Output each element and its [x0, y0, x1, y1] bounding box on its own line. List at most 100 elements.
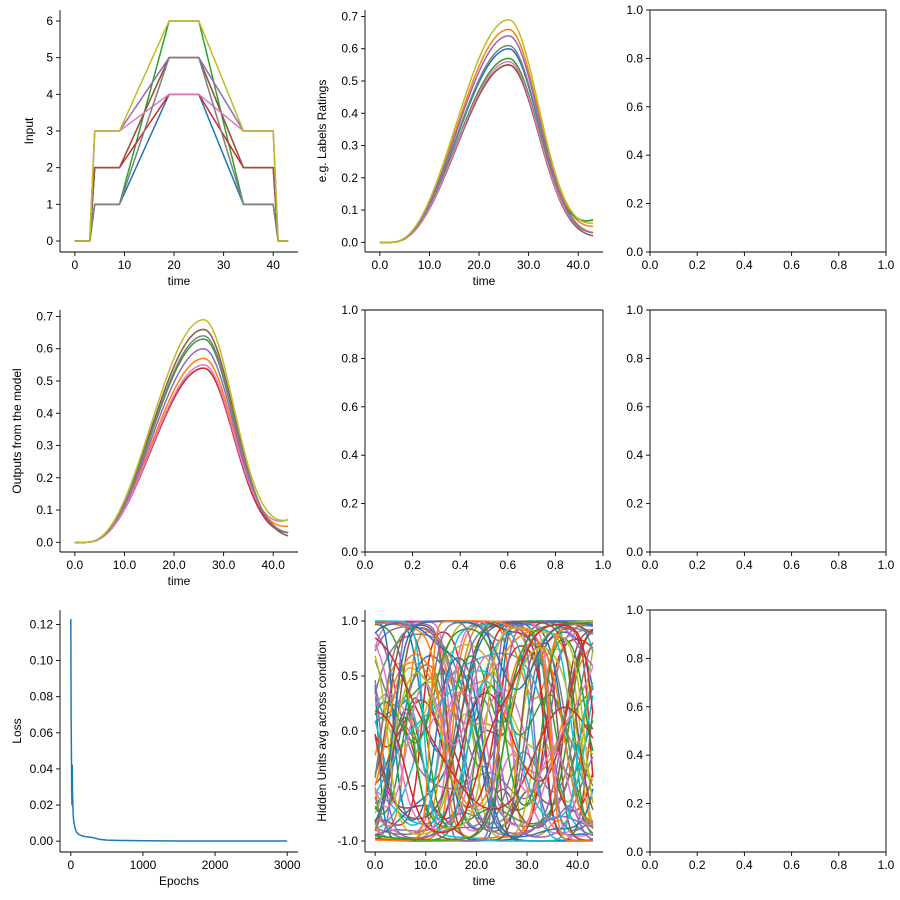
y-tick-label: 0.2: [36, 471, 53, 485]
x-tick-label: 0.0: [357, 558, 374, 572]
y-tick-label: 1.0: [626, 3, 643, 17]
y-tick-label: 0.6: [626, 700, 643, 714]
series-line-51: [374, 642, 594, 824]
x-tick-label: 30.0: [517, 258, 541, 272]
x-tick-label: 40: [267, 258, 281, 272]
y-tick-label: 0.2: [341, 171, 358, 185]
series-line-0: [70, 619, 288, 842]
series-line-63: [374, 623, 594, 834]
series-line-42: [374, 628, 594, 829]
x-tick-label: 0: [67, 858, 74, 872]
y-tick-label: 0.4: [626, 748, 643, 762]
y-tick-label: 0.1: [36, 503, 53, 517]
y-tick-label: 0.5: [341, 669, 358, 683]
panel-empty-bottom-right: 0.0 0.2 0.4 0.6 0.8 1.0 0.0 0.2 0.4 0.6 0.8 1.0: [626, 603, 894, 872]
y-tick-label: 0.2: [626, 497, 643, 511]
y-tick-label: 0.7: [36, 309, 53, 323]
y-tick-label: 0.6: [341, 400, 358, 414]
series-line-3: [379, 64, 594, 244]
x-tick-label: 0.8: [547, 558, 564, 572]
y-tick-label: 0.5: [36, 374, 53, 388]
series-line-50: [374, 622, 594, 838]
x-tick-label: 10.0: [418, 258, 442, 272]
y-tick-label: 0.0: [341, 545, 358, 559]
panel-empty-middle: 0.0 0.2 0.4 0.6 0.8 1.0 0.0 0.2 0.4 0.6 0.8 1.0: [341, 303, 611, 572]
x-tick-label: 0.8: [830, 858, 847, 872]
y-tick-label: 0.3: [341, 139, 358, 153]
x-tick-label: 0.4: [736, 558, 753, 572]
series-line-8: [74, 20, 289, 242]
series-line-5: [74, 56, 289, 242]
x-tick-label: 20.0: [465, 858, 489, 872]
panel-labels-ratings: 0.0 10.0 20.0 30.0 40.0 0.0 0.1 0.2 0.3 0.4 0.5 0.6…: [315, 9, 603, 288]
y-axis-label: Input: [22, 117, 36, 144]
series-line-1: [74, 56, 289, 242]
series-line-5: [379, 64, 594, 244]
x-tick-label: 10: [118, 258, 132, 272]
x-tick-label: 1.0: [878, 258, 895, 272]
y-tick-label: 0.8: [626, 351, 643, 365]
y-tick-label: 0.2: [626, 797, 643, 811]
y-tick-label: 4: [46, 87, 53, 101]
x-tick-label: 40.0: [566, 858, 590, 872]
x-tick-label: 0.2: [404, 558, 421, 572]
x-axis-label: time: [473, 874, 496, 888]
x-tick-label: 0.6: [783, 558, 800, 572]
y-tick-label: 0.4: [36, 406, 53, 420]
series-line-6: [374, 620, 594, 835]
y-tick-label: 0.7: [341, 9, 358, 23]
x-axis-label: time: [473, 274, 496, 288]
series-line-52: [374, 638, 594, 831]
x-tick-label: 3000: [274, 858, 301, 872]
y-tick-label: 0.00: [30, 834, 54, 848]
y-tick-label: 1.0: [341, 614, 358, 628]
y-tick-label: 0.6: [626, 100, 643, 114]
series-line-30: [374, 622, 594, 837]
series-line-53: [374, 637, 594, 810]
x-tick-label: 30.0: [515, 858, 539, 872]
y-tick-label: 0.0: [626, 245, 643, 259]
y-tick-label: 0.10: [30, 654, 54, 668]
series-line-58: [374, 626, 594, 835]
y-tick-label: 0.8: [626, 51, 643, 65]
x-axis-label: Epochs: [159, 874, 199, 888]
series-line-1: [379, 28, 594, 244]
y-tick-label: 0.12: [30, 617, 54, 631]
series-line-3: [74, 367, 289, 544]
series-line-60: [374, 620, 594, 822]
x-tick-label: 0.0: [642, 858, 659, 872]
y-axis-label: Hidden Units avg across condition: [315, 640, 329, 821]
x-tick-label: 1.0: [878, 558, 895, 572]
y-tick-label: 0.6: [36, 342, 53, 356]
y-tick-label: 0.4: [626, 448, 643, 462]
y-tick-label: 0.06: [30, 726, 54, 740]
x-tick-label: 0.8: [830, 258, 847, 272]
y-tick-label: 0.0: [341, 235, 358, 249]
y-tick-label: 5: [46, 51, 53, 65]
x-tick-label: 0.6: [499, 558, 516, 572]
y-tick-label: 0.04: [30, 762, 54, 776]
y-tick-label: 0.8: [341, 351, 358, 365]
y-tick-label: 1.0: [626, 303, 643, 317]
series-line-8: [379, 18, 594, 244]
series-line-8: [74, 318, 289, 544]
y-tick-label: 0.0: [36, 535, 53, 549]
x-tick-label: 20: [167, 258, 181, 272]
x-tick-label: 1.0: [595, 558, 612, 572]
series-line-4: [74, 56, 289, 242]
series-line-6: [74, 364, 289, 544]
y-tick-label: 0.4: [626, 148, 643, 162]
y-tick-label: 0.3: [36, 439, 53, 453]
y-tick-label: 0.0: [341, 724, 358, 738]
x-tick-label: 0.4: [736, 258, 753, 272]
series-line-54: [375, 620, 594, 842]
x-tick-label: 30: [217, 258, 231, 272]
x-tick-label: 20.0: [467, 258, 491, 272]
x-tick-label: 0.4: [452, 558, 469, 572]
y-tick-label: 0.8: [626, 651, 643, 665]
x-axis-label: time: [168, 274, 191, 288]
y-tick-label: 0.6: [626, 400, 643, 414]
x-tick-label: 0.0: [642, 258, 659, 272]
panel-empty-top-right: 0.0 0.2 0.4 0.6 0.8 1.0 0.0 0.2 0.4 0.6 0.8 1.0: [626, 3, 894, 272]
